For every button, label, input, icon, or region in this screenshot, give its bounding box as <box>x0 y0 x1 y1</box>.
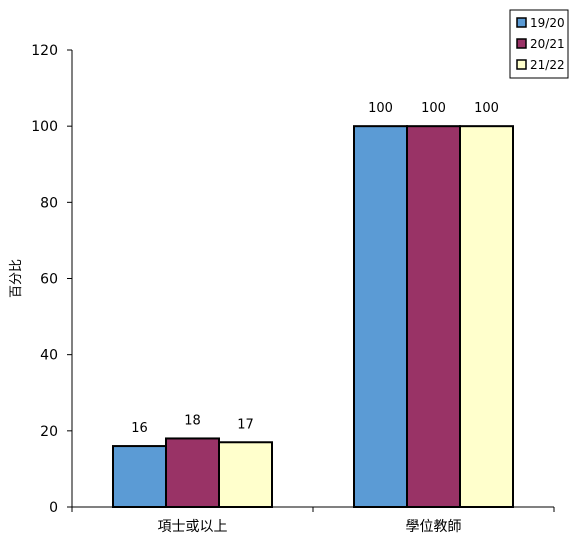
bar-20-21-1 <box>406 125 461 509</box>
legend-label: 21/22 <box>530 58 565 72</box>
data-label: 100 <box>474 101 499 116</box>
bars <box>112 125 514 509</box>
data-labels: 16 18 17 100 100 100 <box>131 101 499 436</box>
data-label: 16 <box>131 421 148 436</box>
legend-swatch-20-21 <box>516 38 527 49</box>
legend: 19/20 20/21 21/22 <box>509 9 569 79</box>
data-label: 17 <box>237 417 254 432</box>
y-tick-label: 20 <box>40 424 58 440</box>
y-tick-label: 80 <box>40 195 58 211</box>
y-tick-label: 40 <box>40 348 58 364</box>
data-label: 100 <box>368 101 393 116</box>
y-tick-label: 60 <box>40 272 58 288</box>
legend-swatch-21-22 <box>516 59 527 70</box>
data-label: 100 <box>421 101 446 116</box>
x-category-label: 學位教師 <box>406 519 462 535</box>
x-category-label: 項士或以上 <box>158 519 228 535</box>
bar-21-22-1 <box>459 125 514 509</box>
bar-19-20-0 <box>112 445 167 509</box>
y-tick-label: 100 <box>31 119 58 135</box>
y-tick-label: 0 <box>49 500 58 516</box>
legend-swatch-19-20 <box>516 17 527 28</box>
y-tick-label: 120 <box>31 43 58 59</box>
legend-label: 19/20 <box>530 16 565 30</box>
y-axis-title: 百分比 <box>9 259 24 298</box>
legend-label: 20/21 <box>530 37 565 51</box>
data-label: 18 <box>184 413 201 428</box>
bar-20-21-0 <box>165 437 220 509</box>
bar-19-20-1 <box>353 125 408 509</box>
bar-21-22-0 <box>218 441 273 508</box>
